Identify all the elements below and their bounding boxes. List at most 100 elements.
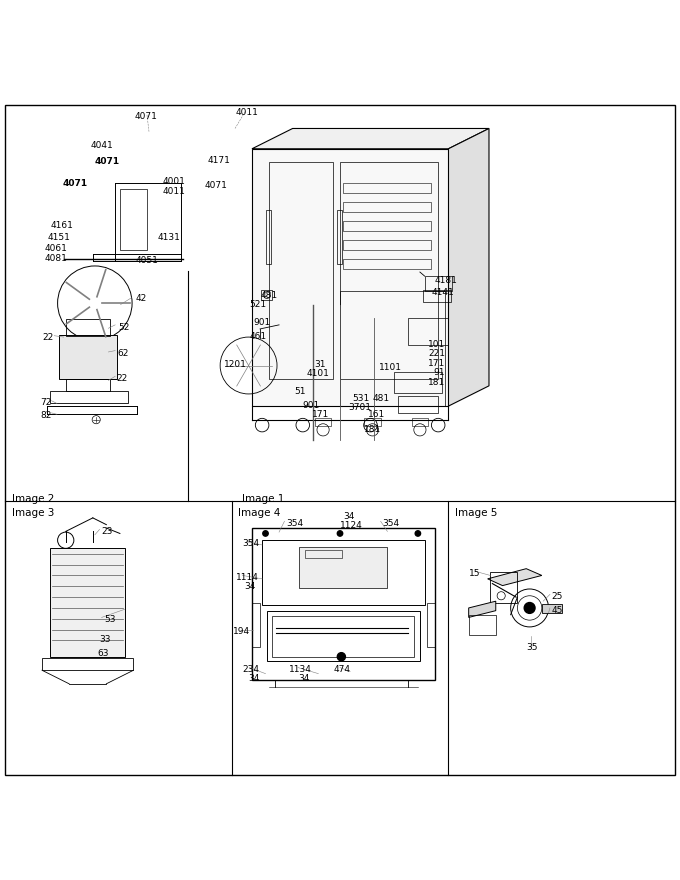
Polygon shape	[252, 128, 489, 149]
Text: Image 3: Image 3	[12, 508, 54, 517]
Bar	[50, 392, 128, 403]
Text: 34: 34	[249, 674, 260, 683]
Text: 34: 34	[343, 512, 355, 522]
Bar	[42, 658, 133, 671]
Bar	[120, 189, 147, 251]
Text: 45: 45	[551, 606, 562, 615]
Text: 4151: 4151	[48, 233, 70, 243]
Bar	[265, 209, 271, 264]
Circle shape	[415, 531, 421, 536]
Bar	[343, 183, 431, 193]
Text: 4011: 4011	[163, 187, 186, 195]
Bar	[408, 318, 448, 345]
Text: 22: 22	[116, 374, 128, 383]
Text: 3701: 3701	[348, 403, 371, 412]
Text: 474: 474	[333, 664, 350, 674]
Bar	[337, 209, 342, 264]
Text: 354: 354	[382, 518, 399, 527]
Text: 42: 42	[135, 295, 147, 304]
Text: 1134: 1134	[289, 664, 312, 674]
Bar	[66, 319, 109, 336]
Polygon shape	[448, 128, 489, 407]
Text: 51: 51	[294, 387, 305, 396]
Text: 481: 481	[260, 291, 277, 300]
Text: 34: 34	[244, 582, 255, 590]
Bar	[398, 396, 438, 413]
Text: 4181: 4181	[435, 276, 458, 285]
Text: 4011: 4011	[236, 108, 258, 117]
Text: Image 4: Image 4	[239, 508, 281, 517]
Polygon shape	[469, 601, 496, 618]
Bar	[343, 202, 431, 212]
Bar	[269, 162, 333, 379]
Bar	[299, 547, 388, 588]
Text: 181: 181	[428, 378, 445, 386]
Text: 461: 461	[250, 332, 267, 341]
Text: 4071: 4071	[63, 179, 88, 187]
Bar	[423, 290, 451, 302]
Bar	[66, 379, 109, 392]
Bar	[364, 418, 381, 427]
Text: 521: 521	[250, 300, 267, 310]
Text: 4071: 4071	[205, 181, 227, 190]
Bar	[50, 548, 124, 656]
Text: 531: 531	[352, 394, 369, 403]
Polygon shape	[488, 568, 542, 585]
Text: 4131: 4131	[157, 233, 180, 243]
Bar	[424, 276, 452, 291]
Bar	[412, 418, 428, 427]
Text: 1114: 1114	[236, 573, 258, 582]
Text: Image 5: Image 5	[455, 508, 498, 517]
Bar	[305, 550, 342, 558]
Text: 4061: 4061	[45, 244, 67, 253]
Text: 4161: 4161	[50, 221, 73, 230]
Bar	[252, 528, 435, 680]
Text: 33: 33	[99, 635, 111, 644]
Text: 1101: 1101	[379, 363, 403, 371]
Text: 91: 91	[433, 368, 445, 378]
Text: 4051: 4051	[135, 256, 158, 265]
Text: 35: 35	[526, 643, 538, 652]
Text: 901: 901	[254, 318, 271, 327]
Bar	[340, 291, 445, 407]
Text: 221: 221	[428, 349, 445, 358]
Bar	[542, 604, 562, 613]
Text: 481: 481	[373, 394, 390, 403]
Bar	[340, 162, 438, 379]
Text: 1201: 1201	[224, 360, 246, 369]
Bar	[261, 290, 271, 300]
Text: 82: 82	[41, 411, 52, 420]
Text: 4001: 4001	[163, 177, 186, 187]
Text: 4141: 4141	[431, 288, 454, 297]
Text: 901: 901	[303, 400, 320, 410]
Text: 354: 354	[286, 518, 303, 527]
Text: 4171: 4171	[208, 156, 231, 165]
Text: 101: 101	[428, 340, 445, 348]
Text: Image 2: Image 2	[12, 495, 54, 504]
Text: 181: 181	[364, 425, 381, 434]
Circle shape	[262, 531, 268, 536]
Circle shape	[337, 653, 345, 661]
Bar	[262, 540, 424, 605]
Bar	[272, 616, 415, 656]
Text: 4071: 4071	[134, 112, 157, 121]
Bar	[469, 615, 496, 635]
Text: 23: 23	[101, 527, 113, 536]
Bar	[426, 603, 435, 647]
Text: 52: 52	[118, 323, 129, 332]
Text: 354: 354	[243, 539, 260, 548]
Text: 234: 234	[243, 664, 260, 674]
Text: 62: 62	[118, 348, 129, 357]
Text: 4071: 4071	[95, 157, 120, 166]
Bar	[490, 572, 517, 603]
Text: 171: 171	[428, 359, 445, 369]
Text: 72: 72	[41, 398, 52, 407]
Polygon shape	[252, 149, 448, 407]
Text: 25: 25	[551, 592, 562, 601]
Bar	[59, 335, 116, 379]
Bar	[343, 259, 431, 268]
Bar	[315, 418, 331, 427]
Bar	[267, 611, 420, 662]
Text: 15: 15	[469, 568, 480, 577]
Text: Image 1: Image 1	[242, 495, 284, 504]
